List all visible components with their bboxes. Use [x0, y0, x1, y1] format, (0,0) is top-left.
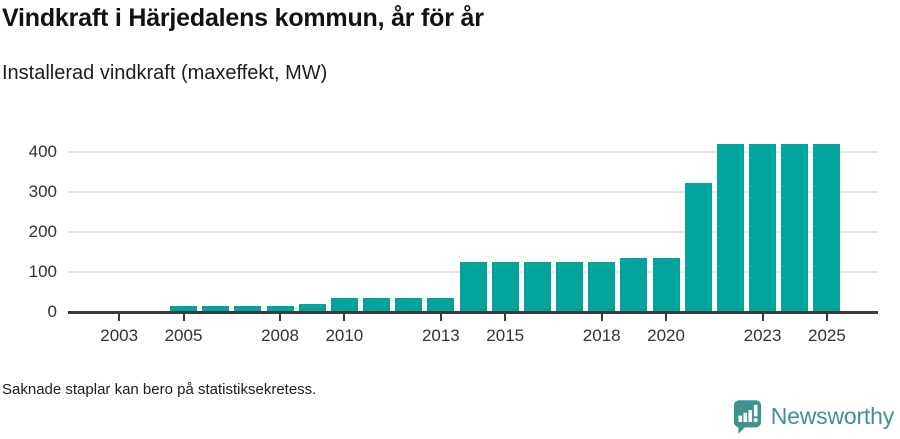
bar-2025: [813, 144, 841, 312]
bar-2019: [620, 258, 648, 312]
bar-2006: [202, 306, 230, 312]
x-axis-label-2020: 2020: [647, 326, 685, 345]
y-axis-label-300: 300: [28, 182, 57, 201]
x-axis-label-2003: 2003: [100, 326, 139, 345]
x-tick-2008: [279, 314, 282, 321]
gridline-200: [68, 231, 878, 233]
bar-2012: [395, 298, 423, 312]
x-tick-2015: [504, 314, 507, 321]
bar-2022: [716, 144, 744, 312]
bar-2014: [459, 262, 487, 312]
x-axis-label-2015: 2015: [486, 326, 525, 345]
bar-2023: [749, 144, 777, 312]
x-tick-2013: [439, 314, 442, 321]
x-tick-2010: [343, 314, 346, 321]
bar-2005: [170, 306, 197, 312]
x-axis-label-2023: 2023: [743, 326, 782, 345]
x-axis-label-2008: 2008: [261, 326, 299, 345]
bar-2024: [781, 144, 809, 312]
y-axis-label-400: 400: [28, 142, 57, 161]
x-tick-2018: [600, 314, 603, 321]
bar-2016: [523, 262, 551, 312]
x-tick-2020: [665, 314, 668, 321]
chart-subtitle: Installerad vindkraft (maxeffekt, MW): [2, 62, 328, 84]
bar-2010: [330, 298, 358, 312]
y-axis-label-200: 200: [28, 222, 57, 241]
x-tick-2023: [761, 314, 764, 321]
bar-2011: [363, 298, 391, 312]
gridline-300: [68, 191, 878, 193]
gridline-400: [68, 151, 878, 153]
y-axis-label-0: 0: [47, 302, 57, 321]
bar-2015: [491, 262, 519, 312]
bar-2008: [266, 306, 294, 312]
x-tick-2005: [182, 314, 185, 321]
y-axis-label-100: 100: [28, 262, 57, 281]
x-axis-label-2025: 2025: [807, 326, 846, 345]
footnote: Saknade staplar kan bero på statistiksek…: [2, 381, 317, 398]
x-tick-2003: [118, 314, 121, 321]
bar-2017: [556, 262, 584, 312]
bar-2021: [684, 183, 712, 312]
bar-2007: [234, 306, 262, 312]
newsworthy-logo[interactable]: Newsworthy: [733, 399, 894, 434]
x-axis-label-2010: 2010: [325, 326, 364, 345]
bar-2009: [298, 303, 326, 312]
bar-2013: [427, 298, 455, 312]
page-title: Vindkraft i Härjedalens kommun, år för å…: [2, 4, 484, 32]
x-axis-label-2005: 2005: [164, 326, 203, 345]
brand-name: Newsworthy: [770, 403, 894, 429]
x-axis-label-2013: 2013: [421, 326, 460, 345]
bar-2020: [652, 258, 680, 312]
newsworthy-speech-bubble-chart-icon: [733, 399, 762, 434]
x-axis-line: [68, 311, 878, 314]
x-tick-2025: [825, 314, 828, 321]
bar-2018: [588, 262, 616, 312]
x-axis-label-2018: 2018: [582, 326, 621, 345]
